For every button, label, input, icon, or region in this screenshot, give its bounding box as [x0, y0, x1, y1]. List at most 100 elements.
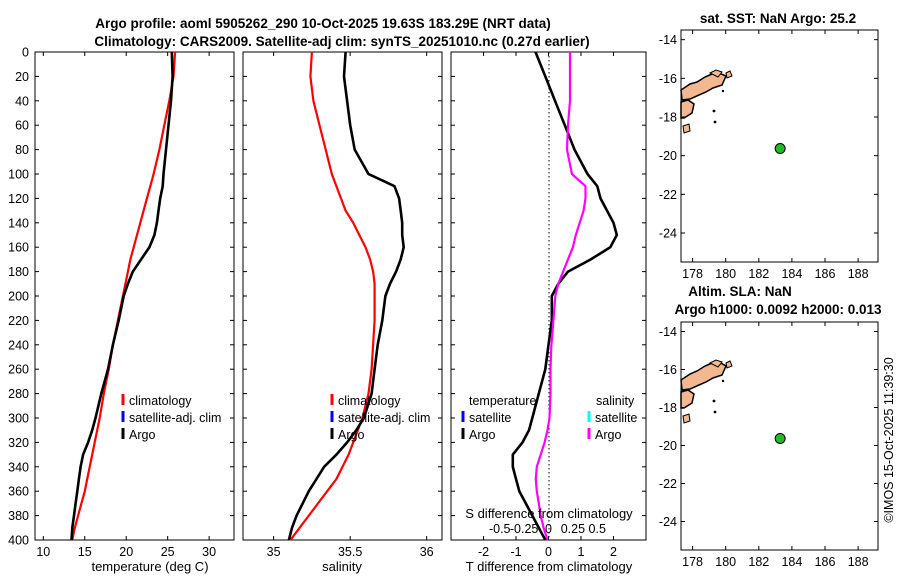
x-tick-label: 36	[420, 545, 434, 559]
legend-s-satellite-label: satellite	[595, 411, 637, 425]
depth-tick-label: 320	[8, 436, 29, 450]
fiji-islet	[682, 413, 691, 424]
lat-tick-label: -18	[659, 401, 677, 415]
top-x-tick-label: -0.25	[510, 522, 539, 536]
x-tick-label: 20	[119, 545, 133, 559]
salinity-difference-top-ticks: -0.5 -0.25 0 0.25 0.5	[489, 522, 606, 536]
depth-tick-label: 240	[8, 338, 29, 352]
altimetry-map-title-line1: Altim. SLA: NaN	[688, 284, 792, 299]
temperature-xlabel: temperature (deg C)	[91, 559, 208, 574]
salinity-argo-line	[287, 51, 406, 541]
lat-tick-label: -20	[659, 439, 677, 453]
depth-tick-label: 140	[8, 216, 29, 230]
temperature-x-ticks: 10 15 20 25 30	[36, 52, 216, 559]
salinity-difference-line	[534, 52, 587, 541]
altimetry-map-title-line2: Argo h1000: 0.0092 h2000: 0.013	[674, 302, 882, 317]
lon-tick-label: 184	[781, 555, 802, 569]
x-tick-label: 30	[202, 545, 216, 559]
x-tick-label: 35.5	[338, 545, 362, 559]
x-tick-label: 10	[36, 545, 50, 559]
temperature-panel: 0 20 40 60 80 100 120 140 160 180 200 220 240 260 280 3…	[8, 46, 235, 574]
fiji-islet	[725, 70, 733, 79]
lat-tick-label: -20	[659, 149, 677, 163]
legend-argo-label: Argo	[338, 428, 364, 442]
lon-tick-label: 188	[848, 267, 869, 281]
fiji-main-island	[680, 361, 727, 391]
figure-title-line2: Climatology: CARS2009. Satellite-adj cli…	[94, 34, 589, 49]
salinity-xlabel: salinity	[322, 559, 362, 574]
x-tick-label: 25	[161, 545, 175, 559]
depth-tick-label: 220	[8, 314, 29, 328]
difference-y-gridticks	[451, 51, 646, 541]
x-tick-label: 1	[578, 545, 585, 559]
depth-tick-label: 20	[15, 70, 29, 84]
sst-map: 178 180 182 184 186 188 -14 -16 -18 -20 -22 -24	[659, 29, 879, 281]
difference-x-ticks: -2 -1 0 1 2	[478, 52, 617, 559]
legend-climatology-label: climatology	[338, 394, 401, 408]
fiji-southern-island	[680, 99, 695, 119]
depth-tick-label: 200	[8, 290, 29, 304]
legend-satellite-label: satellite-adj. clim	[129, 411, 221, 425]
depth-tick-label: 380	[8, 509, 29, 523]
temperature-difference-line	[511, 51, 619, 541]
depth-tick-label: 0	[22, 46, 29, 60]
temperature-argo-line	[70, 51, 174, 541]
x-tick-label: -2	[478, 545, 489, 559]
legend-s-argo-label: Argo	[595, 428, 621, 442]
depth-tick-label: 100	[8, 168, 29, 182]
x-tick-label: 2	[610, 545, 617, 559]
salinity-climatology-line	[289, 51, 376, 541]
fiji-islet	[721, 379, 725, 383]
legend-argo-label: Argo	[129, 428, 155, 442]
lat-tick-label: -22	[659, 188, 677, 202]
top-x-tick-label: 0.25	[561, 522, 585, 536]
x-tick-label: 35	[267, 545, 281, 559]
salinity-panel: 35 35.5 36 salinity climatology satellite-…	[242, 51, 443, 574]
temperature-axes-frame	[34, 51, 235, 541]
lon-tick-label: 186	[815, 267, 836, 281]
lat-tick-label: -24	[659, 515, 677, 529]
depth-tick-label: 60	[15, 119, 29, 133]
lon-tick-label: 178	[682, 267, 703, 281]
fiji-islet	[721, 89, 725, 93]
lon-tick-label: 186	[815, 555, 836, 569]
fiji-islet	[712, 399, 716, 403]
x-tick-label: 0	[545, 545, 552, 559]
fiji-islet	[712, 109, 716, 113]
difference-legend: temperature satellite Argo salinity sate…	[461, 394, 637, 442]
depth-tick-label: 360	[8, 485, 29, 499]
lon-tick-label: 180	[715, 555, 736, 569]
altimetry-map-coastline	[680, 359, 733, 424]
legend-salinity-header: salinity	[596, 394, 635, 408]
argo-float-marker	[774, 432, 786, 444]
temperature-depth-ticks: 0 20 40 60 80 100 120 140 160 180 200 220 240 260 280 3…	[8, 46, 234, 548]
fiji-islet	[713, 120, 717, 124]
legend-temperature-header: temperature	[469, 394, 536, 408]
depth-tick-label: 400	[8, 534, 29, 548]
depth-tick-label: 340	[8, 460, 29, 474]
depth-tick-label: 120	[8, 192, 29, 206]
temperature-legend: climatology satellite-adj. clim Argo	[121, 394, 221, 442]
legend-climatology-label: climatology	[129, 394, 192, 408]
timestamp-label: ©IMOS 15-Oct-2025 11:39:30	[882, 357, 896, 522]
figure-title-line1: Argo profile: aoml 5905262_290 10-Oct-20…	[95, 16, 550, 31]
fiji-islet	[713, 410, 717, 414]
lon-tick-label: 178	[682, 555, 703, 569]
fiji-main-island	[680, 72, 727, 101]
lon-tick-label: 184	[781, 267, 802, 281]
depth-tick-label: 260	[8, 363, 29, 377]
sst-map-title: sat. SST: NaN Argo: 25.2	[700, 11, 856, 26]
lat-tick-label: -24	[659, 227, 677, 241]
legend-satellite-label: satellite-adj. clim	[338, 411, 430, 425]
lat-tick-label: -18	[659, 111, 677, 125]
lon-tick-label: 180	[715, 267, 736, 281]
fiji-islet	[682, 123, 691, 134]
lat-tick-label: -16	[659, 72, 677, 86]
top-x-tick-label: -0.5	[489, 522, 511, 536]
top-x-tick-label: 0	[545, 522, 552, 536]
argo-float-marker	[774, 143, 786, 155]
lat-tick-label: -22	[659, 477, 677, 491]
top-x-tick-label: 0.5	[589, 522, 606, 536]
salinity-x-ticks: 35 35.5 36	[267, 52, 434, 559]
